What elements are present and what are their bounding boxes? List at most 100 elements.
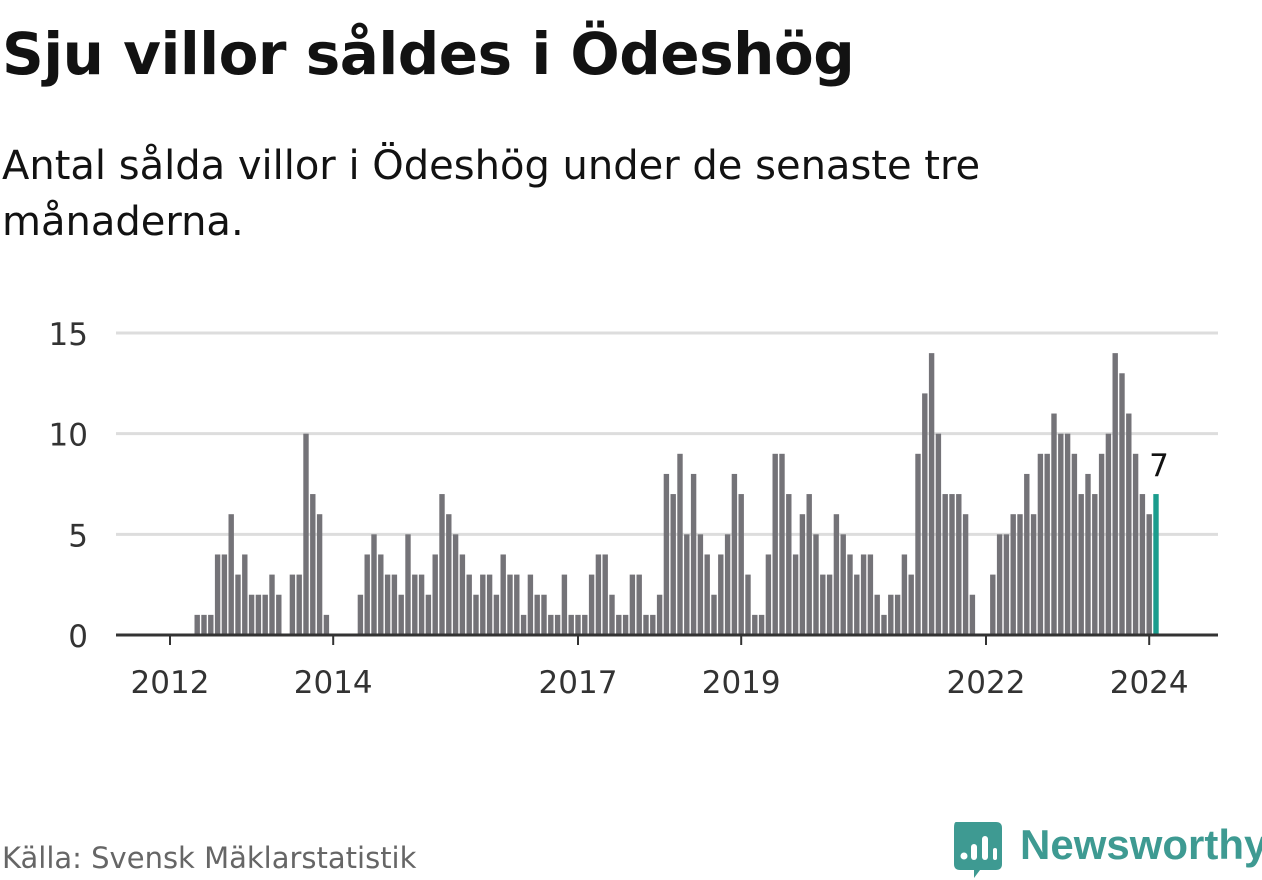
newsworthy-logo[interactable]: Newsworthy xyxy=(950,818,1262,880)
bar xyxy=(901,554,908,635)
chart-subtitle: Antal sålda villor i Ödeshög under de se… xyxy=(2,143,981,245)
bar xyxy=(799,514,806,635)
bar xyxy=(894,594,901,635)
bar xyxy=(276,594,282,635)
bar xyxy=(908,574,914,635)
bar xyxy=(813,534,819,635)
bar xyxy=(840,534,846,635)
bar xyxy=(1119,373,1125,635)
bar xyxy=(697,534,704,635)
bar xyxy=(595,554,602,635)
bar xyxy=(922,393,928,635)
bar xyxy=(609,594,615,635)
bar xyxy=(289,574,296,635)
bar xyxy=(1058,433,1064,635)
bar xyxy=(588,574,595,635)
bar xyxy=(616,614,622,635)
bar xyxy=(493,594,500,635)
bar xyxy=(432,554,438,635)
bar xyxy=(439,494,445,635)
bar xyxy=(881,614,887,635)
y-tick-label: 15 xyxy=(49,317,88,353)
bar xyxy=(731,473,738,635)
bar xyxy=(316,514,323,635)
bar xyxy=(520,614,527,635)
bar xyxy=(724,534,731,635)
bar xyxy=(486,574,493,635)
bar xyxy=(1037,453,1044,635)
bar xyxy=(684,534,690,635)
bar xyxy=(480,574,486,635)
x-tick-label: 2017 xyxy=(539,665,618,701)
bar xyxy=(405,534,411,635)
bar xyxy=(969,594,976,635)
y-axis-tick-labels: 0 5 10 15 xyxy=(49,317,88,655)
source-note: Källa: Svensk Mäklarstatistik xyxy=(2,841,417,875)
bar xyxy=(1024,473,1030,635)
x-tick-label: 2019 xyxy=(702,665,781,701)
bar xyxy=(752,614,758,635)
bar xyxy=(425,594,432,635)
bar-chart: 0 5 10 15 2012 2014 2017 2019 2022 2024 7 xyxy=(49,317,1218,701)
bar xyxy=(242,554,248,635)
bar xyxy=(228,514,234,635)
bar xyxy=(629,574,636,635)
bar xyxy=(303,433,309,635)
bar xyxy=(643,614,649,635)
bar xyxy=(255,594,262,635)
brand-name: Newsworthy xyxy=(1020,821,1262,868)
chart-title: Sju villor såldes i Ödeshög xyxy=(2,20,855,88)
bar xyxy=(949,494,955,635)
bar xyxy=(459,554,466,635)
bar xyxy=(371,534,377,635)
bar xyxy=(820,574,826,635)
bar xyxy=(942,494,948,635)
bar xyxy=(677,453,683,635)
bar xyxy=(514,574,520,635)
bar-highlight xyxy=(1153,494,1159,635)
y-tick-label: 5 xyxy=(68,518,88,554)
bar xyxy=(1085,473,1091,635)
bar xyxy=(248,594,255,635)
x-tick-label: 2012 xyxy=(131,665,210,701)
bar xyxy=(378,554,384,635)
bar xyxy=(194,614,200,635)
y-tick-label: 0 xyxy=(68,619,88,655)
bar xyxy=(391,574,398,635)
bar xyxy=(554,614,561,635)
bar xyxy=(500,554,506,635)
bar xyxy=(296,574,302,635)
bar xyxy=(874,594,880,635)
bar xyxy=(1092,494,1098,635)
bar xyxy=(541,594,547,635)
x-tick-label: 2024 xyxy=(1110,665,1189,701)
bar xyxy=(663,473,670,635)
bar xyxy=(833,514,840,635)
x-axis-ticks: 2012 2014 2017 2019 2022 2024 xyxy=(131,635,1189,701)
bar xyxy=(1044,453,1050,635)
bar xyxy=(888,594,894,635)
bar xyxy=(1078,494,1084,635)
bar xyxy=(956,494,962,635)
bar xyxy=(357,594,364,635)
bar xyxy=(568,614,574,635)
bar xyxy=(779,453,785,635)
bar xyxy=(854,574,860,635)
bar xyxy=(507,574,513,635)
bar xyxy=(650,614,656,635)
bar xyxy=(1139,494,1146,635)
bar xyxy=(262,594,268,635)
bar xyxy=(527,574,534,635)
bar xyxy=(826,574,833,635)
bar xyxy=(704,554,710,635)
bar xyxy=(364,554,370,635)
bar xyxy=(412,574,418,635)
bar xyxy=(622,614,629,635)
bars xyxy=(194,353,1159,635)
highlight-value-label: 7 xyxy=(1149,448,1169,484)
bar xyxy=(575,614,581,635)
bar xyxy=(990,574,996,635)
bar xyxy=(1010,514,1016,635)
bar xyxy=(738,494,744,635)
bar xyxy=(214,554,221,635)
